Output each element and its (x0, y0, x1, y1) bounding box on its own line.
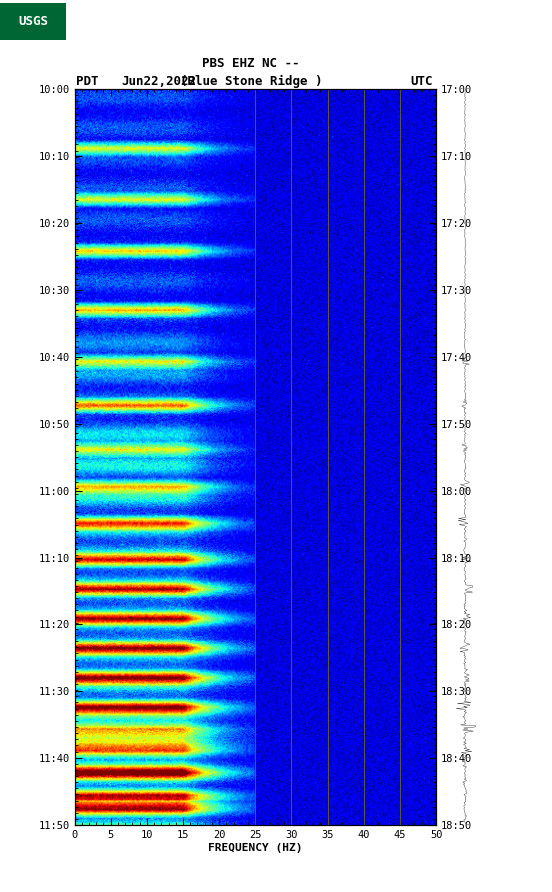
Text: PDT: PDT (76, 75, 99, 88)
X-axis label: FREQUENCY (HZ): FREQUENCY (HZ) (208, 843, 302, 853)
Text: PBS EHZ NC --: PBS EHZ NC -- (203, 57, 300, 70)
Text: Jun22,2022: Jun22,2022 (121, 75, 197, 88)
Text: UTC: UTC (411, 75, 433, 88)
Text: (Blue Stone Ridge ): (Blue Stone Ridge ) (180, 75, 322, 88)
Text: USGS: USGS (18, 15, 48, 28)
